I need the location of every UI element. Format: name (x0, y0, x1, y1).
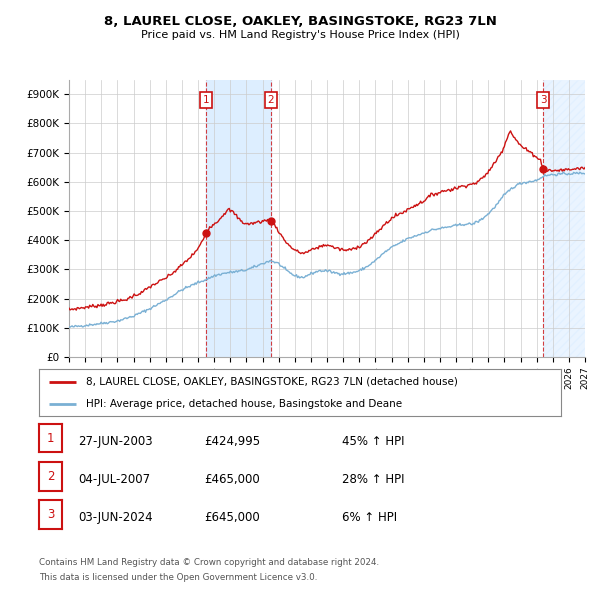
Text: 03-JUN-2024: 03-JUN-2024 (78, 512, 152, 525)
Text: 04-JUL-2007: 04-JUL-2007 (78, 473, 150, 486)
Text: 1: 1 (203, 95, 209, 105)
Text: Price paid vs. HM Land Registry's House Price Index (HPI): Price paid vs. HM Land Registry's House … (140, 30, 460, 40)
Text: 1: 1 (47, 431, 54, 445)
Bar (544, 80, 585, 357)
Point (266, 217, 275, 226)
Text: 8, LAUREL CLOSE, OAKLEY, BASINGSTOKE, RG23 7LN (detached house): 8, LAUREL CLOSE, OAKLEY, BASINGSTOKE, RG… (86, 377, 458, 387)
Text: 8, LAUREL CLOSE, OAKLEY, BASINGSTOKE, RG23 7LN: 8, LAUREL CLOSE, OAKLEY, BASINGSTOKE, RG… (104, 15, 496, 28)
Point (201, 228, 211, 238)
Text: 45% ↑ HPI: 45% ↑ HPI (342, 435, 404, 448)
Text: £465,000: £465,000 (204, 473, 260, 486)
Text: 27-JUN-2003: 27-JUN-2003 (78, 435, 152, 448)
Text: £645,000: £645,000 (204, 512, 260, 525)
Bar (206, 80, 271, 357)
Text: This data is licensed under the Open Government Licence v3.0.: This data is licensed under the Open Gov… (39, 573, 317, 582)
Text: 3: 3 (540, 95, 547, 105)
Text: Contains HM Land Registry data © Crown copyright and database right 2024.: Contains HM Land Registry data © Crown c… (39, 558, 379, 566)
Text: 3: 3 (47, 508, 54, 522)
Text: HPI: Average price, detached house, Basingstoke and Deane: HPI: Average price, detached house, Basi… (86, 399, 402, 409)
Text: 2: 2 (47, 470, 54, 483)
Text: £424,995: £424,995 (204, 435, 260, 448)
Text: 6% ↑ HPI: 6% ↑ HPI (342, 512, 397, 525)
Point (539, 164, 548, 173)
Text: 28% ↑ HPI: 28% ↑ HPI (342, 473, 404, 486)
Text: 2: 2 (268, 95, 274, 105)
